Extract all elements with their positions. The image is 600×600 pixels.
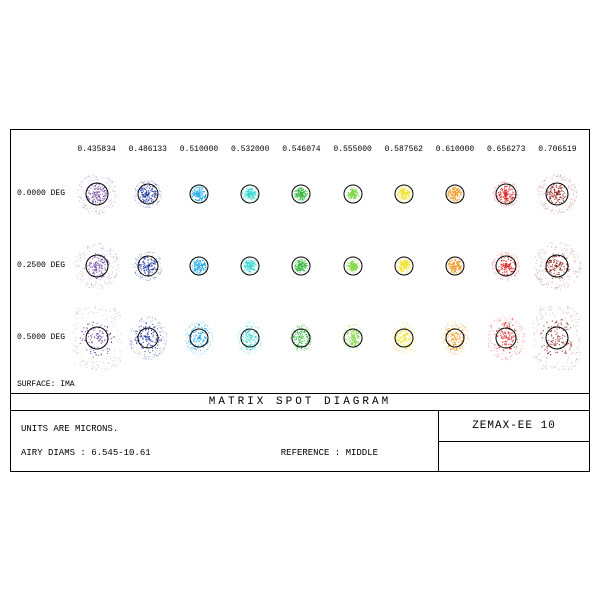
spot-cell [329,162,377,226]
wavelength-header: 0.555000 [327,145,378,154]
wavelength-header: 0.656273 [481,145,532,154]
spot-cell [329,234,377,298]
airy-diams-label: AIRY DIAMS : 6.545-10.61 [21,448,151,458]
field-angle-label: 0.0000 DEG [11,189,65,198]
page-root: 0.4358340.4861330.5100000.5320000.546074… [0,0,600,600]
info-right-wrap: ZEMAX-EE 10 [439,411,589,471]
wavelength-header: 0.510000 [173,145,224,154]
wavelength-header: 0.435834 [71,145,122,154]
wavelength-header: 0.546074 [276,145,327,154]
wavelength-header: 0.587562 [378,145,429,154]
wavelength-header-row: 0.4358340.4861330.5100000.5320000.546074… [11,130,589,154]
info-line-2: AIRY DIAMS : 6.545-10.61 REFERENCE : MID… [21,448,428,458]
spot-cell [380,234,428,298]
spot-cell [175,234,223,298]
info-row: UNITS ARE MICRONS. AIRY DIAMS : 6.545-10… [11,411,589,471]
spot-cell [175,306,223,370]
spot-cell [124,162,172,226]
spot-cell [124,234,172,298]
spot-cell [73,234,121,298]
spot-cell [73,162,121,226]
spot-cell [431,234,479,298]
units-label: UNITS ARE MICRONS. [21,424,428,434]
spot-cell [533,162,581,226]
spot-cell [226,306,274,370]
spot-grid: 0.0000 DEG 0.2500 DEG 0.5000 DEG [11,154,589,378]
info-left: UNITS ARE MICRONS. AIRY DIAMS : 6.545-10… [11,411,439,471]
spot-cell [277,162,325,226]
spot-cell [124,306,172,370]
diagram-frame: 0.4358340.4861330.5100000.5320000.546074… [10,129,590,472]
spot-cell [329,306,377,370]
wavelength-header: 0.532000 [225,145,276,154]
spot-cell [533,234,581,298]
spot-cell [73,306,121,370]
surface-label: SURFACE: IMA [11,378,589,393]
spot-cell [277,234,325,298]
spot-cell [482,162,530,226]
spot-cell [226,234,274,298]
spot-cell [277,306,325,370]
spot-cell [482,234,530,298]
spot-cell [431,306,479,370]
diagram-title: MATRIX SPOT DIAGRAM [11,393,589,411]
software-label: ZEMAX-EE 10 [439,411,589,442]
field-angle-label: 0.2500 DEG [11,261,65,270]
spot-cell [380,162,428,226]
field-angle-label: 0.5000 DEG [11,333,65,342]
wavelength-header: 0.610000 [429,145,480,154]
spot-cell [380,306,428,370]
spot-cell [431,162,479,226]
spot-cell [533,306,581,370]
wavelength-header: 0.706519 [532,145,583,154]
reference-label: REFERENCE : MIDDLE [281,448,378,458]
wavelength-header: 0.486133 [122,145,173,154]
spot-cell [226,162,274,226]
spot-cell [175,162,223,226]
spot-cell [482,306,530,370]
info-right-bottom [439,442,589,471]
